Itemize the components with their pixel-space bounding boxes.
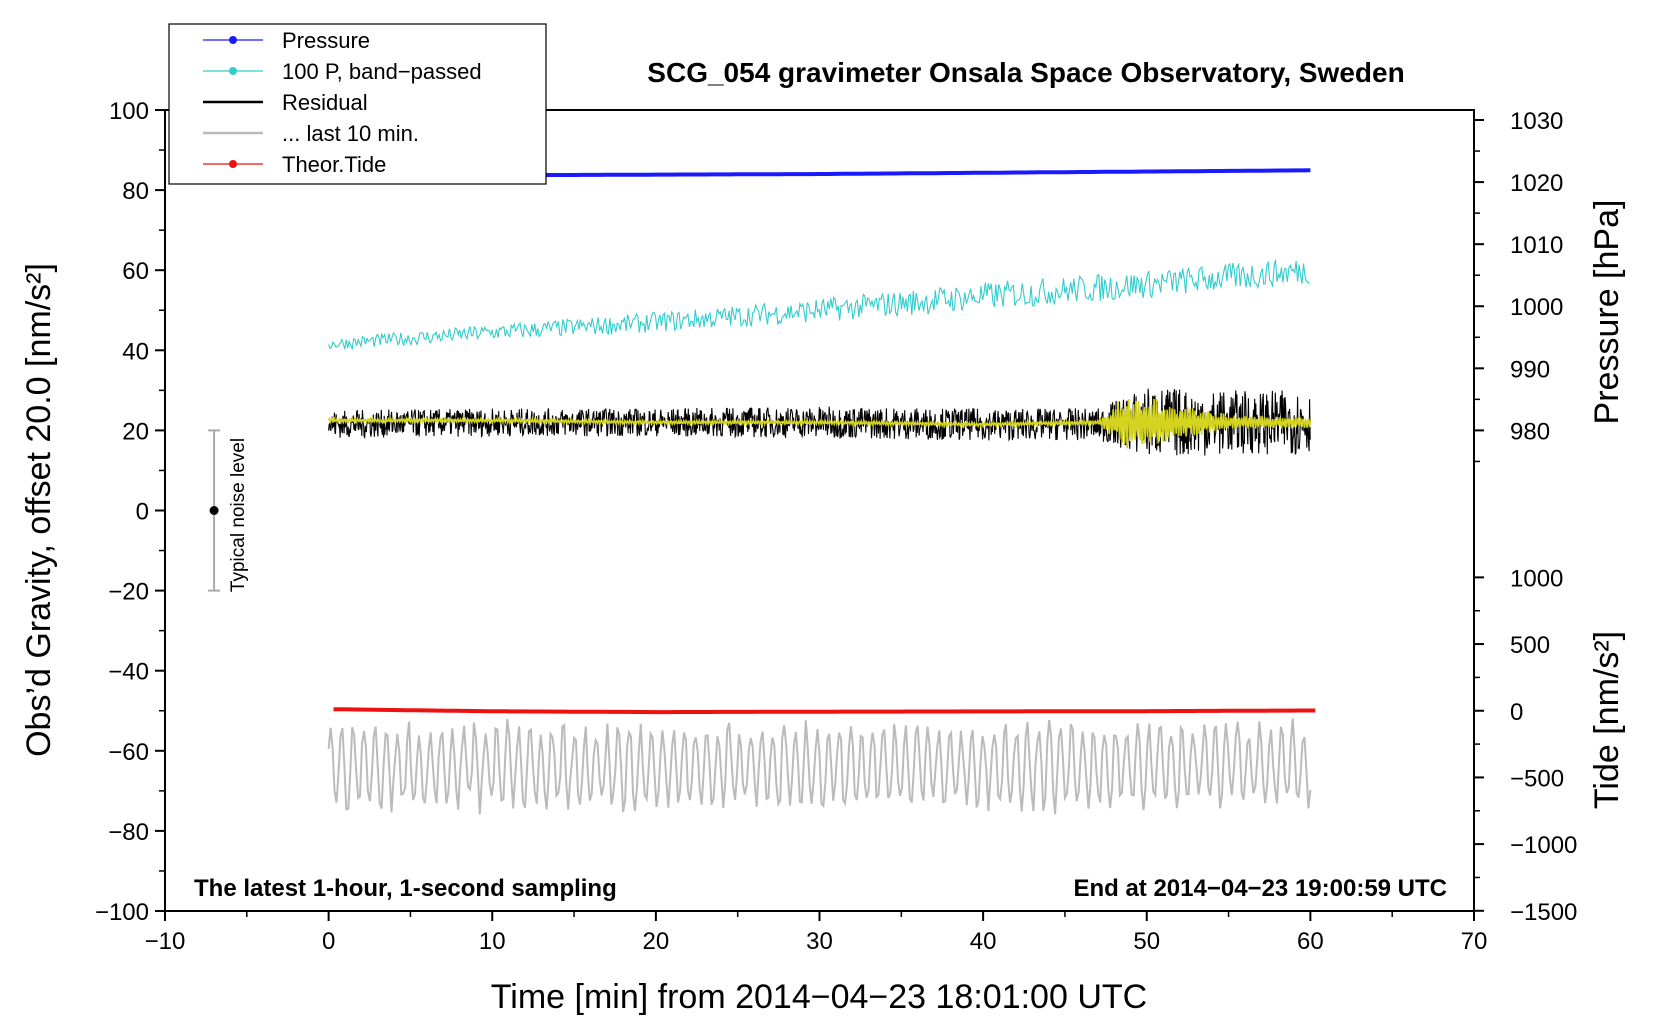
chart-title: SCG_054 gravimeter Onsala Space Observat… bbox=[647, 57, 1404, 88]
y-tick-label-left: 100 bbox=[109, 98, 149, 125]
y-tick-label-pressure: 980 bbox=[1510, 418, 1550, 445]
legend-label-100-p-band-passed: 100 P, band−passed bbox=[282, 59, 482, 84]
y-axis-label-gravity: Obs’d Gravity, offset 20.0 [nm/s²] bbox=[20, 263, 58, 757]
y-tick-label-left: −100 bbox=[95, 899, 149, 926]
legend-marker-theor-tide bbox=[229, 160, 237, 168]
noise-bar bbox=[208, 429, 221, 592]
y-tick-label-left: 60 bbox=[122, 258, 149, 285]
series-last-10-min bbox=[327, 718, 1312, 815]
series-residual-smoothed bbox=[327, 398, 1312, 449]
x-tick-label: 0 bbox=[322, 928, 335, 955]
legend-label-last-10-min: ... last 10 min. bbox=[282, 121, 419, 146]
tick-layer: −10 0 10 20 30 40 50 60 70100806040200−20−40−60−… bbox=[95, 98, 1577, 955]
legend-label-pressure: Pressure bbox=[282, 28, 370, 53]
noise-bar-center-dot bbox=[209, 506, 219, 515]
series-theor-tide bbox=[333, 707, 1316, 715]
y-tick-label-pressure: 1020 bbox=[1510, 170, 1563, 197]
y-tick-label-left: 20 bbox=[122, 418, 149, 445]
annotation-end-time: End at 2014−04−23 19:00:59 UTC bbox=[1073, 875, 1447, 902]
y-tick-label-pressure: 990 bbox=[1510, 356, 1550, 383]
x-tick-label: 70 bbox=[1461, 928, 1488, 955]
legend-marker-pressure bbox=[229, 36, 237, 44]
y-tick-label-left: 40 bbox=[122, 338, 149, 365]
legend-label-residual: Residual bbox=[282, 90, 368, 115]
y-tick-label-tide: −1000 bbox=[1510, 832, 1577, 859]
series-residual bbox=[328, 388, 1311, 456]
y-tick-label-left: −20 bbox=[108, 579, 149, 606]
y-tick-label-tide: 0 bbox=[1510, 699, 1523, 726]
x-tick-label: 50 bbox=[1133, 928, 1160, 955]
x-tick-label: 10 bbox=[479, 928, 506, 955]
series-100-p-band-passed bbox=[328, 259, 1310, 351]
y-axis-label-pressure: Pressure [hPa] bbox=[1588, 200, 1626, 425]
noise-level-label: Typical noise level bbox=[228, 438, 249, 592]
legend-box bbox=[168, 23, 547, 185]
y-tick-label-tide: 1000 bbox=[1510, 565, 1563, 592]
y-tick-label-left: −80 bbox=[108, 819, 149, 846]
y-tick-label-pressure: 1030 bbox=[1510, 108, 1563, 135]
y-tick-label-tide: −1500 bbox=[1510, 899, 1577, 926]
legend: Pressure 100 P, band−passed Residual ... la… bbox=[168, 23, 547, 185]
y-tick-label-tide: −500 bbox=[1510, 765, 1564, 792]
y-tick-label-pressure: 1010 bbox=[1510, 232, 1563, 259]
y-axis-label-tide: Tide [nm/s²] bbox=[1588, 631, 1626, 809]
x-tick-label: −10 bbox=[145, 928, 186, 955]
x-tick-label: 40 bbox=[970, 928, 997, 955]
y-tick-label-left: −40 bbox=[108, 659, 149, 686]
legend-label-theor-tide: Theor.Tide bbox=[282, 152, 386, 177]
y-tick-label-pressure: 1000 bbox=[1510, 294, 1563, 321]
annotation-sampling: The latest 1-hour, 1-second sampling bbox=[194, 875, 617, 902]
y-tick-label-left: −60 bbox=[108, 739, 149, 766]
x-tick-label: 20 bbox=[643, 928, 670, 955]
x-tick-label: 60 bbox=[1297, 928, 1324, 955]
legend-marker-100-p-band-passed bbox=[229, 67, 237, 75]
x-tick-label: 30 bbox=[806, 928, 833, 955]
y-tick-label-tide: 500 bbox=[1510, 632, 1550, 659]
series-layer bbox=[327, 168, 1316, 815]
y-tick-label-left: 80 bbox=[122, 178, 149, 205]
y-tick-label-left: 0 bbox=[136, 499, 149, 526]
x-axis-label: Time [min] from 2014−04−23 18:01:00 UTC bbox=[491, 978, 1147, 1016]
